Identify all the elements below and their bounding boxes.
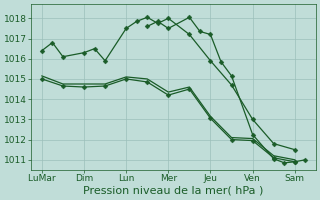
X-axis label: Pression niveau de la mer( hPa ): Pression niveau de la mer( hPa ): [84, 186, 264, 196]
